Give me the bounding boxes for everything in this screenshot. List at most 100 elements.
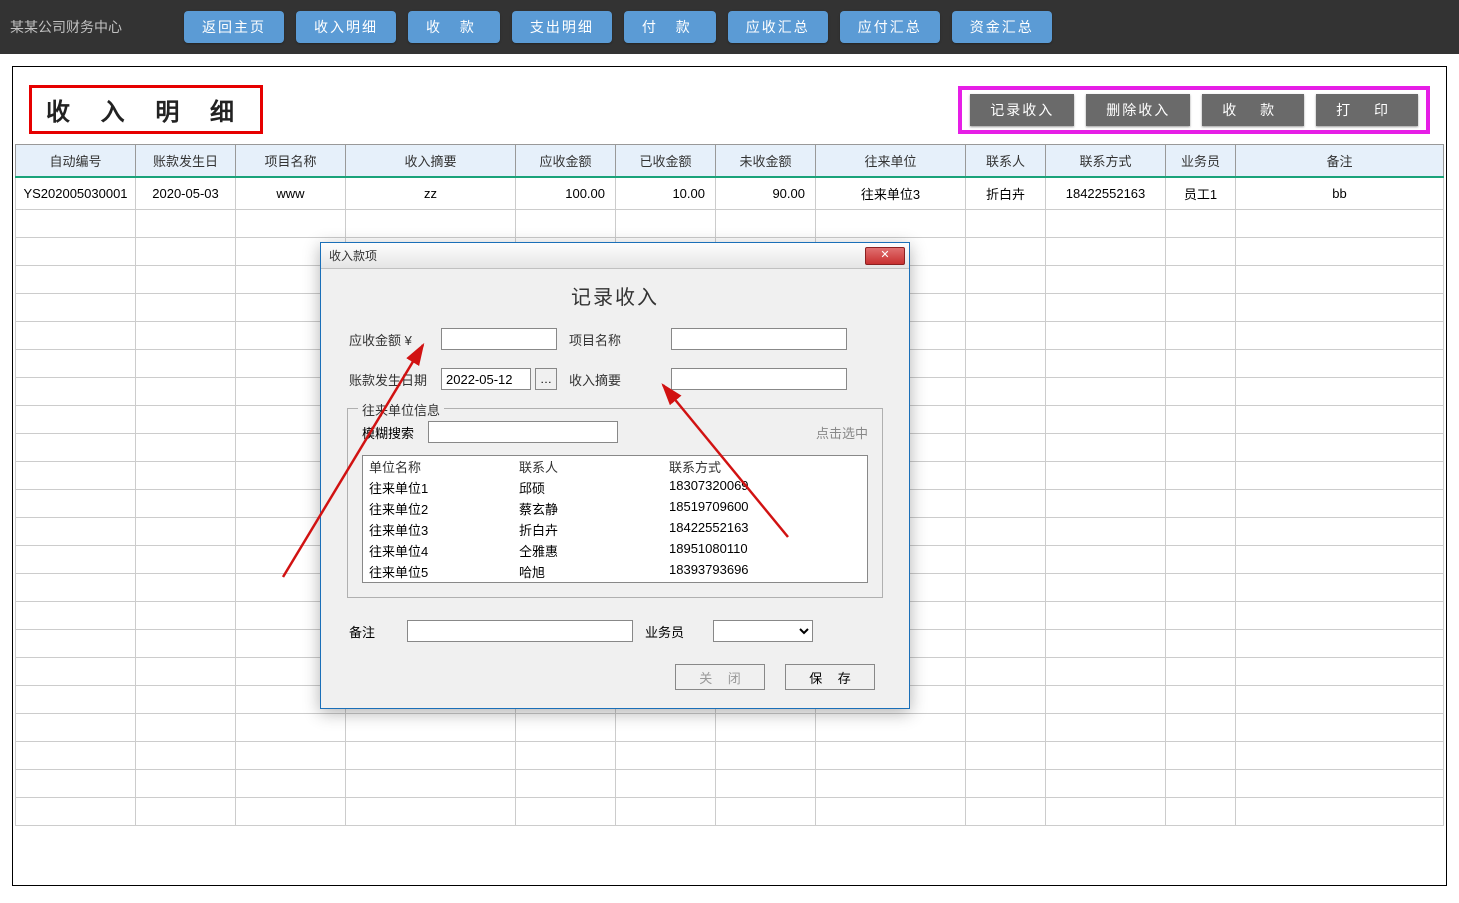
record-income-dialog: 收入款项 ✕ 记录收入 应收金额 ¥ 项目名称 账款发生日期 … 收入摘要 往来… [320,242,910,709]
clerk-select[interactable] [713,620,813,642]
table-cell [16,294,136,322]
summary-input[interactable] [671,368,847,390]
unit-col-contact: 联系人 [519,457,669,476]
table-cell [346,210,516,238]
table-cell [1166,350,1236,378]
table-cell [516,798,616,826]
unit-row[interactable]: 往来单位5哈旭18393793696 [363,561,867,582]
dialog-bottom-row: 备注 业务员 [349,620,891,642]
table-cell [236,798,346,826]
print-button[interactable]: 打 印 [1316,94,1418,126]
dialog-close-button[interactable]: ✕ [865,247,905,265]
table-cell [716,770,816,798]
nav-receive-button[interactable]: 收 款 [408,11,500,43]
table-cell [1236,630,1444,658]
table-cell [1046,602,1166,630]
unit-row[interactable]: 往来单位6弓浦18430874765 [363,582,867,583]
table-cell [1046,406,1166,434]
table-header-cell: 备注 [1236,145,1444,178]
table-cell [816,770,966,798]
table-cell [1166,462,1236,490]
table-cell [1166,658,1236,686]
nav-receivable-summary-button[interactable]: 应收汇总 [728,11,828,43]
unit-cell: 往来单位4 [369,541,519,560]
unit-fieldset-legend: 往来单位信息 [358,400,444,419]
record-income-button[interactable]: 记录收入 [970,94,1074,126]
table-cell [1236,378,1444,406]
project-input[interactable] [671,328,847,350]
nav-fund-summary-button[interactable]: 资金汇总 [952,11,1052,43]
table-cell [1236,602,1444,630]
table-cell [346,798,516,826]
project-label: 项目名称 [569,330,659,349]
table-cell [1236,434,1444,462]
table-cell [1046,770,1166,798]
table-cell [16,602,136,630]
table-row[interactable] [16,742,1444,770]
table-row[interactable] [16,714,1444,742]
dialog-close-action-button[interactable]: 关 闭 [675,664,765,690]
table-cell [16,378,136,406]
table-cell [616,714,716,742]
nav-expense-detail-button[interactable]: 支出明细 [512,11,612,43]
table-cell [716,798,816,826]
unit-row[interactable]: 往来单位2蔡玄静18519709600 [363,498,867,519]
unit-fieldset: 往来单位信息 模糊搜索 点击选中 单位名称 联系人 联系方式 往来单位1邱硕18… [347,408,883,598]
table-cell [136,798,236,826]
dialog-save-button[interactable]: 保 存 [785,664,875,690]
table-cell [966,658,1046,686]
table-cell [236,210,346,238]
receive-payment-button[interactable]: 收 款 [1202,94,1304,126]
table-header-cell: 业务员 [1166,145,1236,178]
table-cell [136,630,236,658]
table-cell [1046,266,1166,294]
page-title: 收 入 明 细 [46,99,246,126]
table-cell [816,714,966,742]
table-cell [1166,378,1236,406]
table-cell [816,742,966,770]
dialog-titlebar[interactable]: 收入款项 ✕ [321,243,909,269]
table-cell [1166,630,1236,658]
dialog-heading: 记录收入 [339,281,891,310]
delete-income-button[interactable]: 删除收入 [1086,94,1190,126]
fuzzy-search-input[interactable] [428,421,618,443]
unit-cell: 18393793696 [669,562,819,581]
nav-pay-button[interactable]: 付 款 [624,11,716,43]
nav-payable-summary-button[interactable]: 应付汇总 [840,11,940,43]
table-cell [136,294,236,322]
table-cell [966,266,1046,294]
table-cell [16,798,136,826]
unit-row[interactable]: 往来单位4仝雅惠18951080110 [363,540,867,561]
table-cell [966,602,1046,630]
table-row[interactable] [16,798,1444,826]
table-row[interactable] [16,210,1444,238]
remark-input[interactable] [407,620,633,642]
table-cell [1046,714,1166,742]
table-cell [966,742,1046,770]
date-picker-button[interactable]: … [535,368,557,390]
table-cell [1166,574,1236,602]
table-cell [816,210,966,238]
table-cell [1236,266,1444,294]
fuzzy-search-row: 模糊搜索 点击选中 [362,421,868,443]
unit-list[interactable]: 单位名称 联系人 联系方式 往来单位1邱硕18307320069往来单位2蔡玄静… [362,455,868,583]
table-cell [1046,238,1166,266]
table-cell [1236,574,1444,602]
unit-row[interactable]: 往来单位3折白卉18422552163 [363,519,867,540]
nav-income-detail-button[interactable]: 收入明细 [296,11,396,43]
table-row[interactable]: YS2020050300012020-05-03wwwzz100.0010.00… [16,177,1444,210]
table-cell [966,714,1046,742]
dialog-title: 收入款项 [329,247,377,264]
table-cell [1166,546,1236,574]
date-input[interactable] [441,368,531,390]
nav-home-button[interactable]: 返回主页 [184,11,284,43]
table-row[interactable] [16,770,1444,798]
amount-label: 应收金额 ¥ [349,330,429,349]
amount-input[interactable] [441,328,557,350]
table-cell [16,238,136,266]
table-cell [1046,322,1166,350]
unit-row[interactable]: 往来单位1邱硕18307320069 [363,477,867,498]
table-cell: 18422552163 [1046,177,1166,210]
unit-cell: 蔡玄静 [519,499,669,518]
table-cell [716,210,816,238]
